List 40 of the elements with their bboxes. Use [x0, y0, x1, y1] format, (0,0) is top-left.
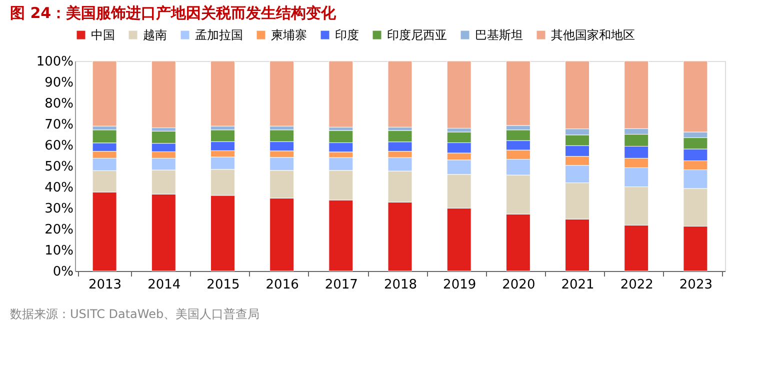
- legend-label: 中国: [91, 28, 115, 42]
- y-tick-label: 10%: [44, 244, 74, 258]
- y-tick-label: 100%: [36, 54, 74, 70]
- bar: [328, 60, 354, 128]
- legend-label: 越南: [143, 28, 167, 42]
- y-tick-label: 80%: [44, 96, 74, 112]
- bar: [151, 60, 176, 128]
- x-tick-label: 2015: [206, 278, 240, 292]
- y-tick-label: 30%: [44, 202, 74, 216]
- y-tick-label: 0%: [52, 264, 74, 280]
- y-tick-label: 50%: [44, 160, 74, 174]
- x-tick-label: 2020: [502, 278, 536, 292]
- source-note: 数据来源：USITC DataWeb、美国人口普查局: [10, 307, 260, 321]
- legend-label: 其他国家和地区: [551, 28, 635, 42]
- y-tick-label: 20%: [44, 222, 74, 238]
- legend-label: 巴基斯坦: [475, 28, 523, 42]
- legend-label: 孟加拉国: [195, 28, 243, 42]
- bar: [388, 60, 412, 128]
- y-tick-label: 60%: [44, 138, 74, 154]
- bar: [210, 60, 235, 126]
- x-tick-label: 2019: [443, 278, 476, 292]
- bar: [270, 60, 294, 126]
- bar: [92, 60, 117, 126]
- x-tick-label: 2013: [88, 278, 122, 292]
- x-tick-label: 2022: [620, 278, 654, 292]
- y-tick-label: 70%: [44, 118, 74, 132]
- bar: [446, 60, 472, 128]
- x-tick-label: 2018: [384, 278, 418, 292]
- legend-label: 柬埔寨: [271, 28, 307, 42]
- x-tick-label: 2021: [561, 278, 594, 292]
- legend-label: 印度: [335, 28, 359, 42]
- y-tick-label: 90%: [44, 76, 74, 90]
- x-tick-label: 2017: [324, 278, 358, 292]
- legend-label: 印度尼西亚: [387, 28, 447, 42]
- x-tick-label: 2016: [266, 278, 299, 292]
- x-tick-label: 2023: [679, 278, 712, 292]
- y-tick-label: 40%: [44, 180, 74, 196]
- x-tick-label: 2014: [148, 278, 181, 292]
- chart-title: 图 24：美国服饰进口产地因关税而发生结构变化: [10, 4, 338, 22]
- bar: [506, 60, 530, 126]
